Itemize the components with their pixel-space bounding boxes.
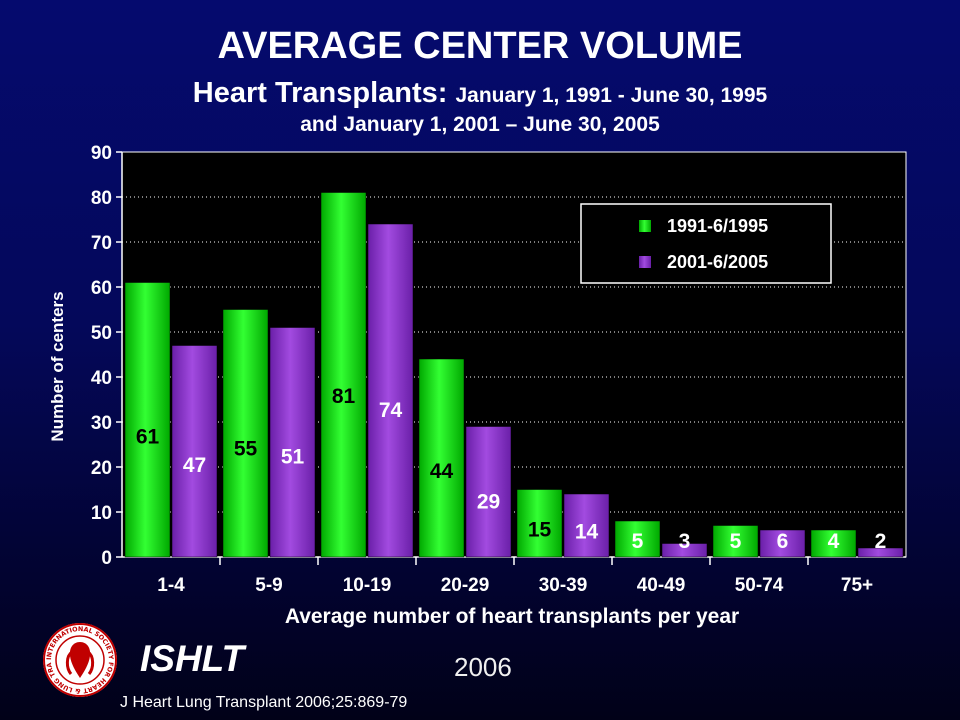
data-label: 6 — [777, 530, 789, 553]
bar-series1 — [222, 309, 269, 558]
x-tick-label: 20-29 — [441, 575, 490, 596]
bar-series2 — [269, 327, 316, 558]
citation: J Heart Lung Transplant 2006;25:869-79 — [120, 694, 408, 711]
bar-series1 — [418, 358, 465, 558]
x-tick-label: 1-4 — [157, 575, 185, 596]
y-tick-label: 80 — [91, 188, 112, 209]
bar-series1 — [614, 520, 661, 558]
data-label: 5 — [632, 530, 644, 553]
bar-series2 — [563, 493, 610, 558]
subtitle-dates: January 1, 1991 - June 30, 1995 — [455, 84, 768, 107]
legend-swatch — [639, 220, 651, 232]
bar-series1 — [810, 529, 857, 558]
data-label: 61 — [136, 425, 160, 448]
x-axis-title: Average number of heart transplants per … — [285, 605, 739, 628]
x-tick-label: 50-74 — [735, 575, 784, 596]
bar-series1 — [516, 489, 563, 558]
x-tick-label: 5-9 — [255, 575, 282, 596]
legend-swatch — [639, 256, 651, 268]
x-tick-label: 30-39 — [539, 575, 588, 596]
data-label: 3 — [679, 530, 691, 553]
data-label: 2 — [875, 530, 887, 553]
x-tick-label: 10-19 — [343, 575, 392, 596]
legend — [580, 203, 832, 284]
bar-series1 — [124, 282, 171, 558]
y-tick-label: 0 — [101, 548, 112, 569]
y-axis-title: Number of centers — [48, 291, 67, 441]
data-label: 4 — [828, 530, 840, 553]
report-year: 2006 — [454, 652, 512, 682]
bar-series1 — [712, 525, 759, 558]
org-label: ISHLT — [140, 638, 245, 679]
data-label: 44 — [430, 460, 454, 483]
bar-series2 — [857, 547, 904, 558]
y-tick-label: 20 — [91, 458, 112, 479]
bar-series2 — [661, 543, 708, 558]
y-tick-label: 70 — [91, 233, 112, 254]
legend-label: 2001-6/2005 — [667, 252, 768, 272]
x-tick-label: 40-49 — [637, 575, 686, 596]
y-tick-label: 90 — [91, 143, 112, 164]
data-label: 47 — [183, 454, 206, 477]
ishlt-logo-icon: INTERNATIONAL SOCIETY FOR HEART & LUNG T… — [40, 620, 117, 697]
bar-series2 — [367, 223, 414, 558]
bar-series2 — [759, 529, 806, 558]
data-label: 29 — [477, 490, 500, 513]
data-label: 14 — [575, 521, 599, 544]
data-label: 74 — [379, 399, 403, 422]
y-tick-label: 50 — [91, 323, 112, 344]
bar-series1 — [320, 192, 367, 558]
y-tick-label: 60 — [91, 278, 112, 299]
data-label: 15 — [528, 519, 552, 542]
bar-series2 — [171, 345, 218, 558]
data-label: 51 — [281, 446, 305, 469]
y-tick-label: 30 — [91, 413, 112, 434]
chart-subtitle-line2: and January 1, 2001 – June 30, 2005 — [300, 113, 660, 136]
x-tick-label: 75+ — [841, 575, 873, 596]
subtitle-main: Heart Transplants: — [192, 77, 448, 109]
data-label: 55 — [234, 438, 258, 461]
bar-series2 — [465, 426, 512, 558]
chart-title: AVERAGE CENTER VOLUME — [217, 25, 743, 67]
y-tick-label: 10 — [91, 503, 112, 524]
data-label: 5 — [730, 530, 742, 553]
chart-subtitle: Heart Transplants: January 1, 1991 - Jun… — [0, 76, 960, 113]
data-label: 81 — [332, 385, 356, 408]
legend-label: 1991-6/1995 — [667, 216, 768, 236]
y-tick-label: 40 — [91, 368, 112, 389]
